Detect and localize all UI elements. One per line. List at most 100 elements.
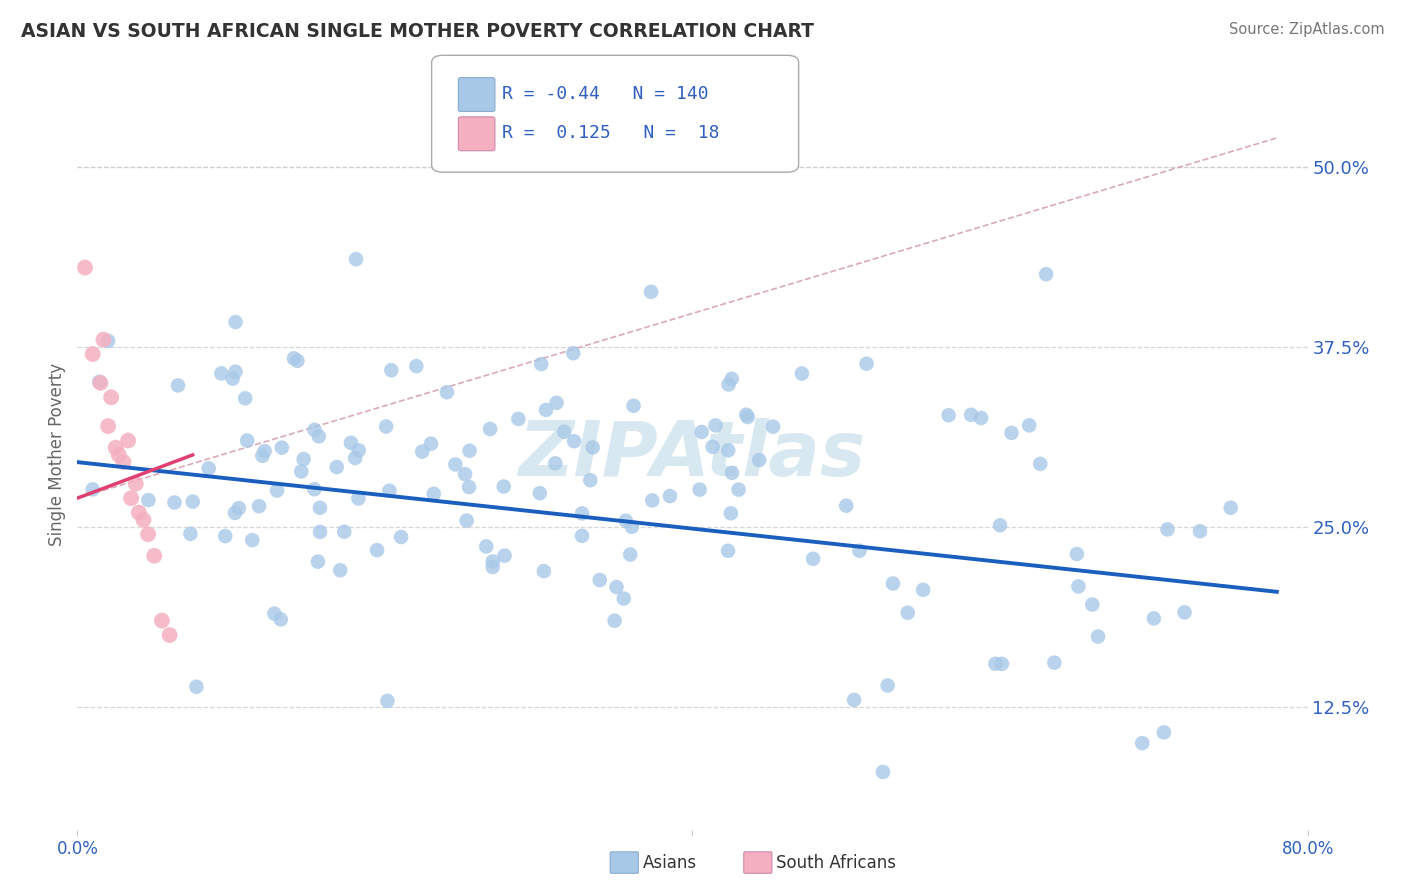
Point	[304, 423, 326, 437]
Point	[984, 657, 1007, 671]
Point	[167, 378, 190, 392]
Point	[132, 513, 155, 527]
Point	[842, 693, 865, 707]
Point	[186, 680, 208, 694]
Point	[163, 495, 186, 509]
Point	[225, 315, 247, 329]
Point	[326, 460, 349, 475]
Point	[233, 391, 256, 405]
Point	[309, 524, 332, 539]
Point	[347, 443, 370, 458]
Point	[344, 450, 367, 465]
Point	[835, 499, 858, 513]
Point	[120, 491, 142, 505]
Point	[938, 409, 960, 423]
Point	[589, 573, 612, 587]
Point	[214, 529, 236, 543]
Point	[197, 461, 219, 475]
Text: Source: ZipAtlas.com: Source: ZipAtlas.com	[1229, 22, 1385, 37]
Point	[1174, 605, 1197, 619]
Point	[912, 582, 935, 597]
Point	[1219, 500, 1241, 515]
Text: ASIAN VS SOUTH AFRICAN SINGLE MOTHER POVERTY CORRELATION CHART: ASIAN VS SOUTH AFRICAN SINGLE MOTHER POV…	[21, 22, 814, 41]
Point	[82, 483, 104, 497]
Point	[329, 563, 352, 577]
Text: Asians: Asians	[643, 854, 696, 871]
Point	[720, 372, 742, 386]
Point	[125, 476, 148, 491]
Point	[347, 491, 370, 506]
Point	[378, 483, 401, 498]
Point	[458, 443, 481, 458]
Point	[308, 429, 330, 443]
Point	[307, 555, 329, 569]
Point	[1029, 457, 1052, 471]
Point	[143, 549, 166, 563]
Point	[640, 285, 662, 299]
Point	[1188, 524, 1211, 539]
Point	[690, 425, 713, 439]
Point	[1043, 656, 1066, 670]
Point	[562, 434, 585, 449]
Point	[533, 564, 555, 578]
Point	[436, 385, 458, 400]
Point	[253, 444, 276, 458]
Point	[1067, 579, 1090, 593]
Point	[224, 506, 246, 520]
Point	[658, 489, 681, 503]
Point	[479, 422, 502, 436]
Point	[571, 507, 593, 521]
Point	[492, 479, 515, 493]
Point	[562, 346, 585, 360]
Point	[108, 448, 131, 462]
Point	[117, 434, 139, 448]
Point	[605, 580, 627, 594]
Point	[89, 376, 111, 390]
Point	[475, 540, 498, 554]
Point	[970, 411, 993, 425]
Point	[304, 482, 326, 496]
Point	[100, 390, 122, 404]
Point	[240, 533, 263, 548]
Point	[748, 453, 770, 467]
Point	[1156, 522, 1178, 536]
Point	[801, 551, 824, 566]
Point	[721, 466, 744, 480]
Text: R =  0.125   N =  18: R = 0.125 N = 18	[502, 124, 720, 142]
Point	[247, 500, 270, 514]
Point	[136, 527, 159, 541]
Point	[641, 493, 664, 508]
Point	[882, 576, 904, 591]
Point	[344, 252, 367, 267]
Point	[340, 435, 363, 450]
Point	[1000, 425, 1022, 440]
Point	[603, 614, 626, 628]
Point	[333, 524, 356, 539]
Point	[717, 543, 740, 558]
Point	[623, 399, 645, 413]
Point	[534, 403, 557, 417]
Point	[872, 764, 894, 779]
Point	[150, 614, 173, 628]
Point	[181, 494, 204, 508]
Point	[855, 357, 877, 371]
Point	[720, 506, 742, 520]
Point	[991, 657, 1014, 671]
Point	[292, 452, 315, 467]
Point	[97, 334, 120, 348]
Point	[613, 591, 636, 606]
Point	[1035, 267, 1057, 281]
Point	[456, 514, 478, 528]
Point	[790, 367, 813, 381]
Point	[571, 529, 593, 543]
Point	[89, 375, 111, 389]
Point	[482, 554, 505, 568]
Point	[128, 506, 150, 520]
Text: ZIPAtlas: ZIPAtlas	[519, 418, 866, 491]
Point	[252, 449, 274, 463]
Point	[702, 440, 724, 454]
Point	[458, 480, 481, 494]
Point	[529, 486, 551, 500]
Point	[1130, 736, 1153, 750]
Point	[411, 444, 433, 458]
